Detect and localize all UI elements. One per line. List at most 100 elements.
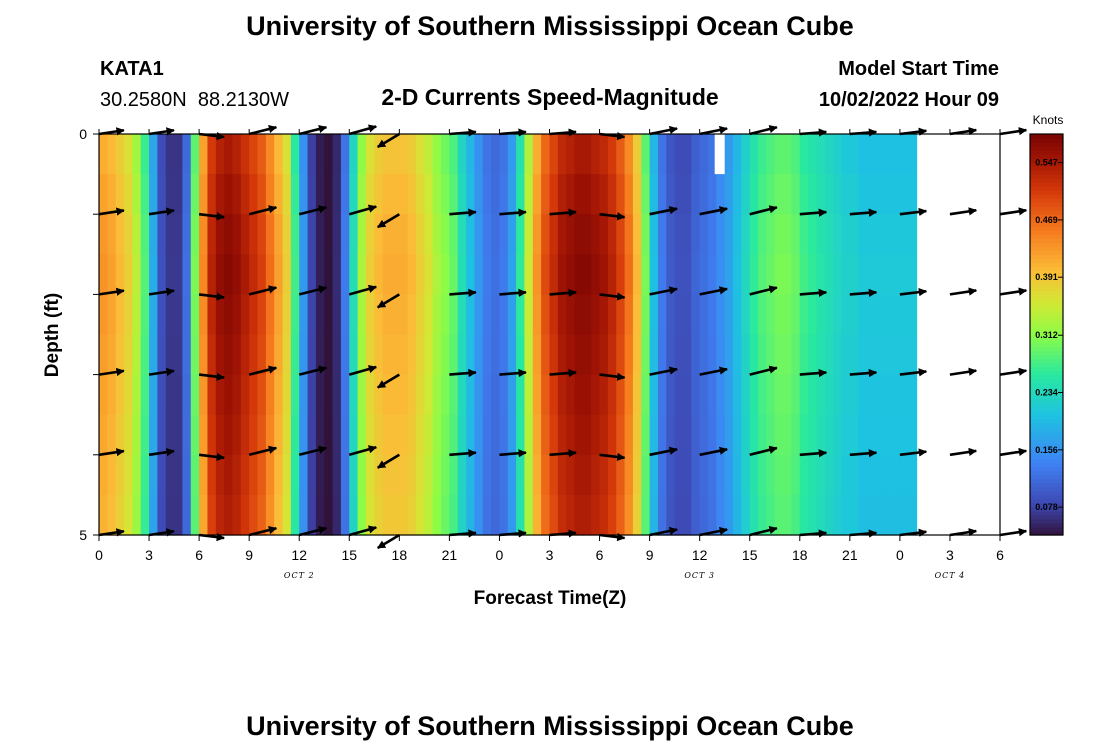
heatmap-cell — [708, 294, 717, 336]
heatmap-cell — [257, 134, 267, 175]
heatmap-cell — [616, 254, 626, 295]
heatmap-cell — [566, 414, 576, 456]
heatmap-cell — [324, 294, 334, 336]
heatmap-cell — [582, 494, 592, 536]
heatmap-cell — [632, 254, 642, 295]
heatmap-cell — [432, 134, 442, 175]
heatmap-cell — [332, 454, 342, 496]
heatmap-cell — [491, 374, 501, 416]
heatmap-cell — [899, 214, 909, 255]
heatmap-cell — [332, 494, 342, 536]
heatmap-cell — [891, 454, 901, 496]
heatmap-cell — [891, 254, 901, 295]
heatmap-cell — [282, 414, 292, 456]
heatmap-cell — [891, 214, 901, 255]
heatmap-cell — [783, 134, 793, 175]
current-vector-arrow — [649, 366, 678, 376]
heatmap-cell — [507, 374, 517, 416]
heatmap-cell — [708, 174, 717, 215]
heatmap-cell — [441, 334, 450, 376]
heatmap-cell — [582, 414, 592, 456]
heatmap-cell — [240, 134, 250, 175]
current-vector-arrow — [849, 288, 878, 298]
heatmap-cell — [224, 414, 234, 456]
heatmap-cell — [474, 254, 484, 295]
heatmap-cell — [491, 494, 501, 536]
colorbar-segment — [1030, 518, 1063, 524]
heatmap-cell — [791, 454, 801, 496]
heatmap-cell — [416, 414, 425, 456]
heatmap-cell — [641, 134, 651, 175]
heatmap-cell — [574, 414, 584, 456]
heatmap-cell — [541, 494, 551, 536]
heatmap-cell — [808, 294, 818, 336]
heatmap-cell — [741, 214, 751, 255]
heatmap-cell — [649, 134, 659, 175]
colorbar-segment — [1030, 382, 1063, 388]
heatmap-cell — [115, 214, 125, 255]
heatmap-cell — [274, 454, 284, 496]
current-vector-arrow — [999, 528, 1028, 537]
heatmap-cell — [607, 174, 617, 215]
heatmap-cell — [407, 374, 417, 416]
heatmap-cell — [716, 494, 726, 536]
heatmap-cell — [149, 174, 158, 215]
colorbar-segment — [1030, 450, 1063, 456]
heatmap-cell — [841, 454, 851, 496]
heatmap-cell — [774, 374, 784, 416]
heatmap-cell — [666, 294, 676, 336]
heatmap-cell — [99, 294, 108, 336]
heatmap-cell — [240, 374, 250, 416]
colorbar-segment — [1030, 434, 1063, 440]
current-vector-arrow — [999, 127, 1028, 136]
heatmap-cell — [315, 254, 325, 295]
heatmap-cell — [716, 294, 726, 336]
heatmap-cell — [733, 334, 742, 376]
heatmap-cell — [382, 294, 392, 336]
heatmap-cell — [441, 494, 450, 536]
heatmap-cell — [783, 374, 793, 416]
heatmap-cell — [858, 414, 868, 456]
heatmap-cell — [290, 174, 300, 215]
heatmap-cell — [157, 134, 167, 175]
heatmap-cell — [741, 374, 751, 416]
heatmap-cell — [132, 134, 142, 175]
heatmap-cell — [574, 254, 584, 295]
heatmap-cell — [591, 414, 601, 456]
x-tick-label: 18 — [792, 547, 808, 563]
current-vector-arrow — [949, 127, 978, 136]
heatmap-cell — [432, 334, 442, 376]
colorbar-segment — [1030, 466, 1063, 472]
heatmap-cell — [766, 254, 776, 295]
colorbar-segment — [1030, 142, 1063, 147]
heatmap-cell — [507, 414, 517, 456]
heatmap-cell — [557, 374, 567, 416]
colorbar-segment — [1030, 378, 1063, 384]
heatmap-cell — [207, 134, 217, 175]
heatmap-cell — [858, 494, 868, 536]
colorbar-segment — [1030, 218, 1063, 223]
heatmap-cell — [315, 174, 325, 215]
heatmap-cell — [841, 334, 851, 376]
heatmap-cell — [774, 334, 784, 376]
current-vector-arrow — [248, 285, 278, 296]
heatmap-cell — [157, 414, 167, 456]
heatmap-cell — [232, 374, 242, 416]
heatmap-cell — [682, 454, 692, 496]
heatmap-cell — [691, 414, 701, 456]
heatmap-cell — [641, 374, 651, 416]
heatmap-cell — [674, 174, 684, 215]
heatmap-cell — [499, 254, 509, 295]
heatmap-cell — [349, 134, 359, 175]
colorbar-segment — [1030, 250, 1063, 255]
heatmap-cell — [557, 254, 567, 295]
heatmap-cell — [724, 254, 734, 295]
heatmap-cell — [340, 214, 350, 255]
heatmap-cell — [149, 374, 158, 416]
colorbar-segment — [1030, 474, 1063, 480]
heatmap-cell — [616, 174, 626, 215]
heatmap-cell — [883, 334, 893, 376]
colorbar-segment — [1030, 430, 1063, 436]
heatmap-cell — [799, 214, 809, 255]
heatmap-cell — [449, 494, 459, 536]
